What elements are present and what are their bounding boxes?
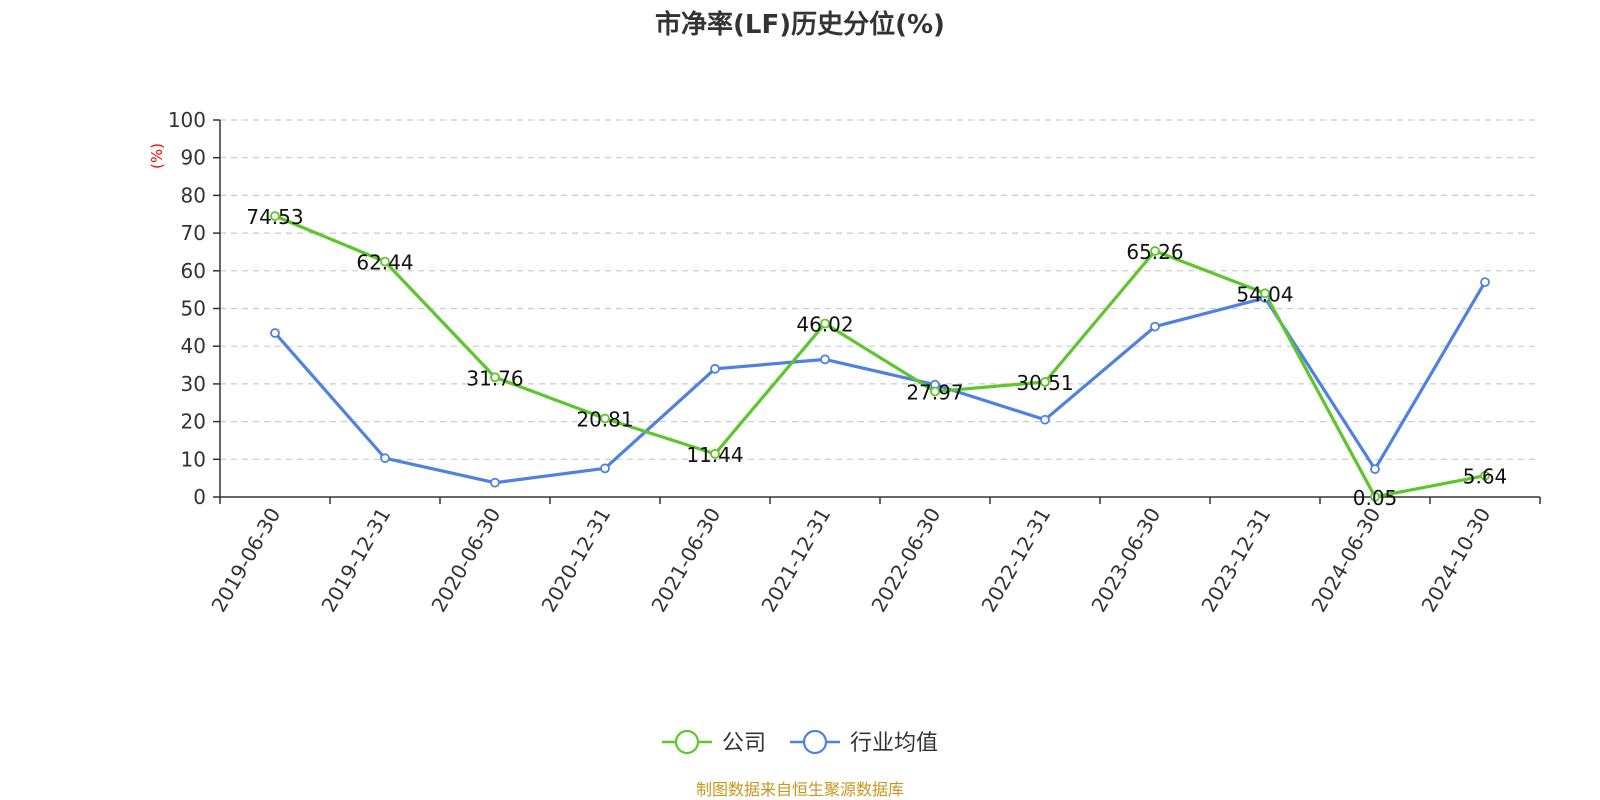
y-axis-unit-label: (%): [148, 143, 166, 169]
series-line-1: [273, 281, 1487, 485]
data-label: 20.81: [576, 408, 633, 432]
data-point[interactable]: [1040, 414, 1050, 425]
y-tick-label: 50: [181, 297, 206, 321]
legend-marker-icon: [674, 729, 700, 755]
data-point[interactable]: [270, 211, 280, 221]
data-labels: 74.53 62.44 31.76 20.81 11.44 46.02 27.97 30.51…: [246, 205, 1507, 510]
series-lines: [270, 211, 1490, 502]
data-point[interactable]: [600, 413, 610, 424]
data-point[interactable]: [490, 372, 500, 383]
x-tick-label: 2022-12-31: [976, 504, 1055, 617]
data-label: 0.05: [1353, 486, 1398, 510]
data-label: 31.76: [466, 366, 523, 390]
legend-item-1[interactable]: 行业均值: [790, 729, 938, 756]
data-point[interactable]: [600, 463, 610, 474]
data-point[interactable]: [270, 328, 280, 338]
data-point[interactable]: [1040, 377, 1050, 387]
x-tick-label: 2021-12-31: [756, 504, 835, 617]
data-label: 27.97: [906, 381, 963, 405]
x-tick-label: 2020-12-31: [536, 504, 615, 617]
legend-item-0[interactable]: 公司: [662, 729, 766, 756]
x-tick-label: 2023-12-31: [1196, 504, 1275, 617]
x-tick-label: 2021-06-30: [646, 504, 725, 617]
data-label: 30.51: [1016, 371, 1073, 395]
data-label: 5.64: [1463, 465, 1508, 489]
x-tick-label: 2019-06-30: [206, 504, 285, 617]
chart-title: 市净率(LF)历史分位(%): [655, 9, 945, 40]
y-tick-label: 80: [181, 183, 206, 207]
y-tick-label: 90: [181, 146, 206, 170]
data-point[interactable]: [710, 363, 720, 374]
axes: 0 10 20 30 40 50 60 70 80 90 100 2019-06-30 2019-12-…: [168, 108, 1541, 617]
data-point[interactable]: [1480, 277, 1490, 288]
x-tick-label: 2024-10-30: [1416, 504, 1495, 617]
data-label: 65.26: [1126, 240, 1183, 264]
y-tick-label: 70: [181, 221, 206, 245]
data-point[interactable]: [930, 386, 940, 397]
x-tick-label: 2024-06-30: [1306, 504, 1385, 617]
data-point[interactable]: [820, 318, 830, 329]
data-label: 54.04: [1236, 282, 1293, 306]
x-tick-label: 2023-06-30: [1086, 504, 1165, 617]
y-tick-label: 20: [181, 410, 206, 434]
data-point[interactable]: [490, 477, 500, 488]
y-tick-label: 10: [181, 447, 206, 471]
data-point[interactable]: [1370, 491, 1380, 502]
y-tick-label: 0: [193, 485, 206, 509]
data-point[interactable]: [380, 256, 390, 267]
data-point[interactable]: [1150, 321, 1160, 332]
series-line-0: [274, 214, 1486, 499]
data-label: 74.53: [246, 205, 303, 229]
data-point[interactable]: [820, 354, 830, 365]
data-point[interactable]: [710, 448, 720, 459]
x-tick-label: 2019-12-31: [316, 504, 395, 617]
y-tick-label: 60: [181, 259, 206, 283]
y-tick-label: 30: [181, 372, 206, 396]
legend-label: 公司: [722, 731, 766, 756]
data-point[interactable]: [380, 453, 390, 464]
data-label: 46.02: [796, 313, 853, 337]
legend-label: 行业均值: [850, 731, 938, 756]
data-point[interactable]: [1150, 246, 1160, 256]
x-tick-label: 2020-06-30: [426, 504, 505, 617]
y-tick-label: 100: [168, 108, 206, 132]
data-point[interactable]: [1480, 470, 1490, 481]
data-point[interactable]: [1260, 288, 1270, 299]
data-label: 62.44: [356, 251, 413, 275]
legend[interactable]: 公司 行业均值: [662, 729, 938, 756]
legend-marker-icon: [802, 729, 828, 755]
y-tick-label: 40: [181, 334, 206, 358]
source-note: 制图数据来自恒生聚源数据库: [696, 780, 904, 799]
data-point[interactable]: [1370, 464, 1380, 475]
x-tick-label: 2022-06-30: [866, 504, 945, 617]
grid-lines: [220, 119, 1540, 460]
data-label: 11.44: [686, 443, 743, 467]
